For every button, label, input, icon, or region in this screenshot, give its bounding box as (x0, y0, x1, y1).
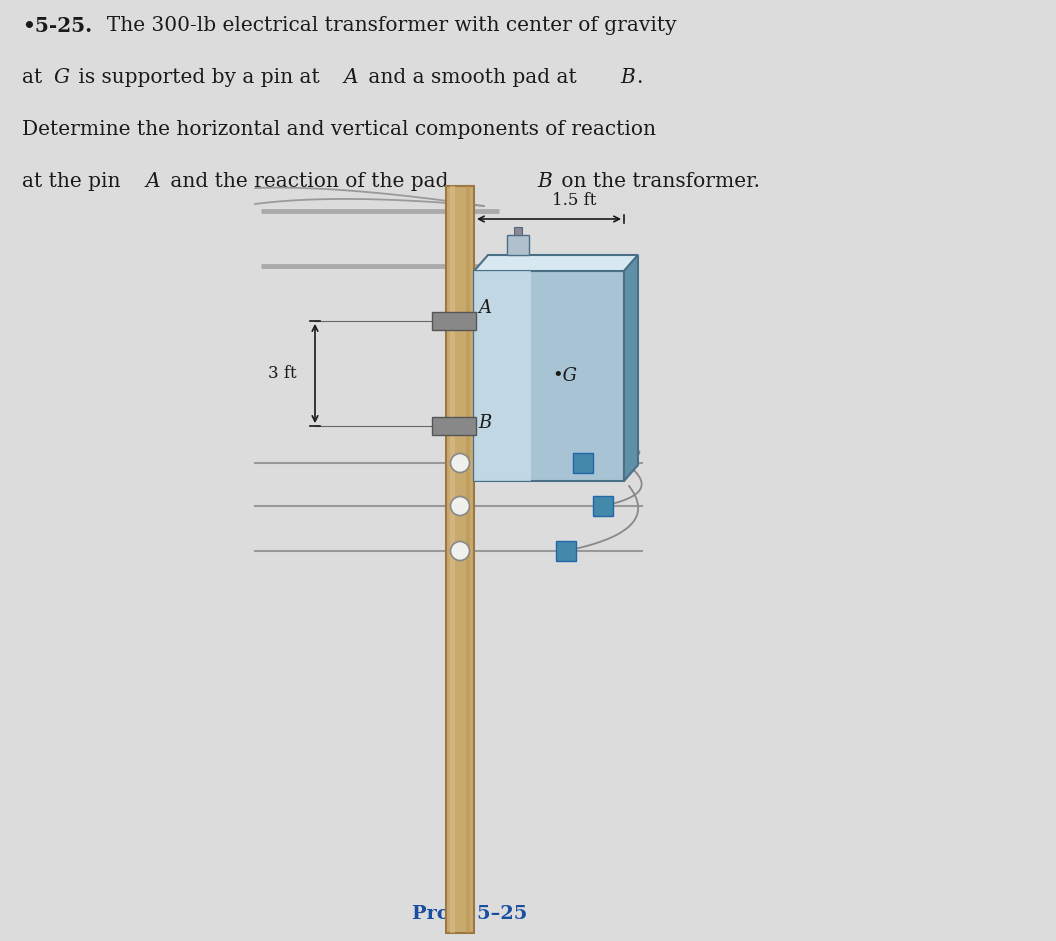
Circle shape (451, 454, 470, 472)
Text: •G: •G (552, 367, 577, 385)
Text: Prob. 5–25: Prob. 5–25 (412, 905, 528, 923)
Bar (450, 186, 455, 933)
Text: The 300-lb electrical transformer with center of gravity: The 300-lb electrical transformer with c… (94, 16, 677, 35)
Text: 1.5 ft: 1.5 ft (552, 192, 597, 209)
Bar (474, 271, 531, 481)
Text: A: A (344, 68, 358, 87)
Text: •5-25.: •5-25. (22, 16, 92, 36)
Bar (593, 496, 612, 516)
Text: on the transformer.: on the transformer. (555, 172, 760, 191)
Text: .: . (636, 68, 642, 87)
Bar (446, 186, 474, 933)
Circle shape (451, 541, 470, 561)
Text: is supported by a pin at: is supported by a pin at (72, 68, 326, 87)
Text: Determine the horizontal and vertical components of reaction: Determine the horizontal and vertical co… (22, 120, 656, 139)
Bar (466, 186, 470, 933)
Text: B: B (478, 414, 491, 432)
Bar (507, 235, 529, 255)
Text: G: G (54, 68, 70, 87)
Polygon shape (624, 255, 638, 481)
Polygon shape (474, 255, 638, 271)
Text: at the pin: at the pin (22, 172, 127, 191)
Text: A: A (478, 299, 491, 317)
Text: B: B (538, 172, 551, 191)
Bar (474, 271, 624, 481)
Text: A: A (146, 172, 161, 191)
Bar (432, 417, 476, 435)
Circle shape (451, 497, 470, 516)
Bar (513, 227, 523, 235)
Text: at: at (22, 68, 49, 87)
Text: and a smooth pad at: and a smooth pad at (362, 68, 583, 87)
Text: B: B (620, 68, 635, 87)
Text: and the reaction of the pad: and the reaction of the pad (164, 172, 455, 191)
Text: 3 ft: 3 ft (268, 365, 297, 382)
Bar (557, 541, 576, 561)
Bar (573, 453, 593, 473)
Bar (432, 312, 476, 330)
